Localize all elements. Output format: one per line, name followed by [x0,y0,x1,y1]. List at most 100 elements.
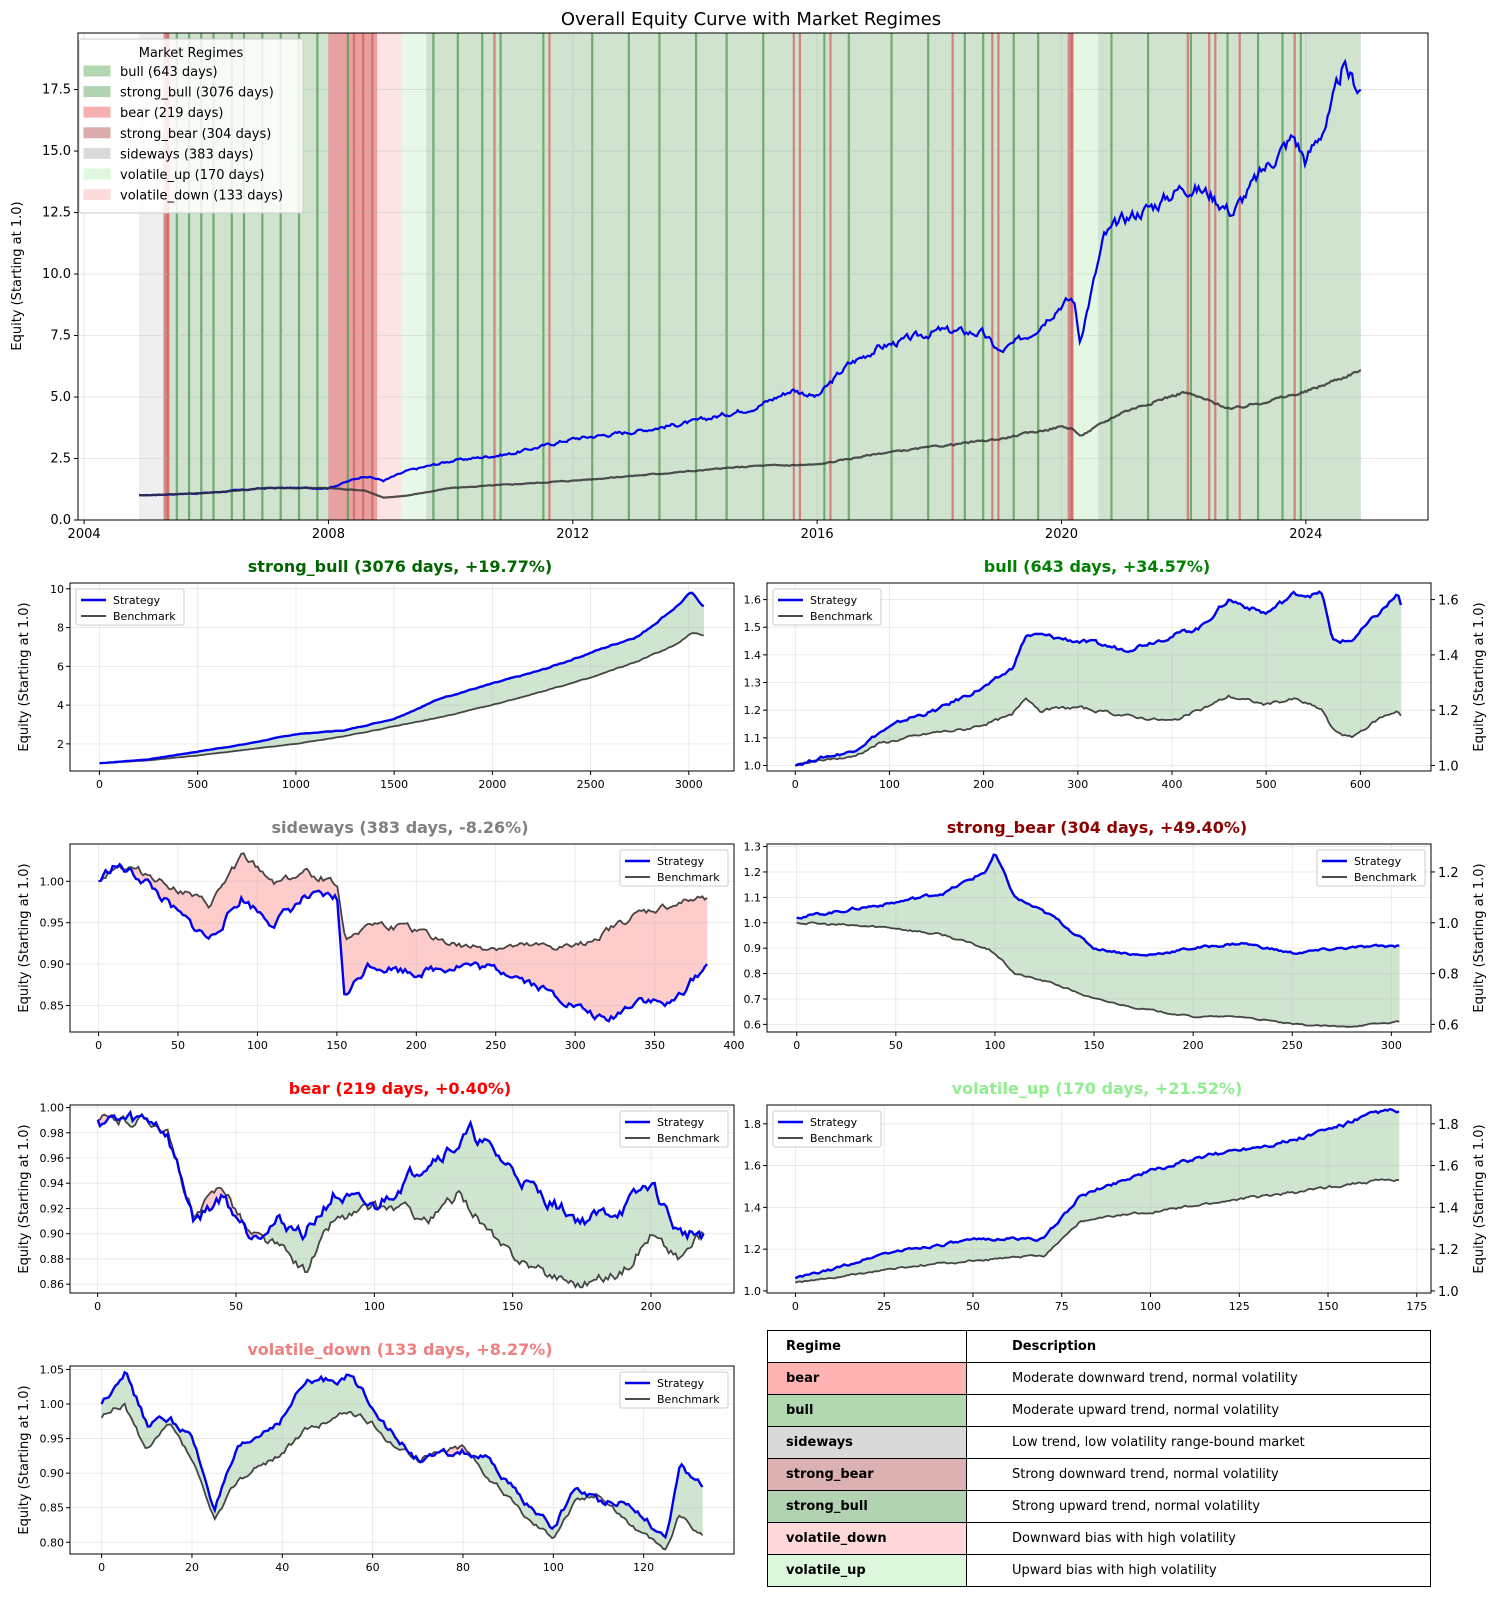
fill-segment [1144,954,1147,1010]
fill-segment [459,691,463,714]
fill-segment [596,1209,600,1280]
fill-segment [699,895,703,975]
fill-segment [1053,915,1057,986]
fill-segment [621,1501,625,1519]
panel-title-strong-bull: strong_bull (3076 days, +19.77%) [248,557,552,576]
fill-segment [530,1181,534,1268]
fill-segment [1037,633,1041,713]
fill-segment [1317,948,1321,1027]
fill-segment [991,854,995,954]
fill-segment [1356,632,1360,735]
fill-segment [297,873,301,904]
fill-segment [907,897,911,932]
fill-segment [1237,603,1241,700]
y-tick-label: 0.85 [40,999,65,1012]
fill-segment [701,895,706,973]
fill-segment [325,877,329,895]
fill-segment [601,647,605,675]
fill-segment [1387,945,1391,1024]
fill-segment [680,898,684,995]
fill-segment [603,1208,607,1282]
fill-segment [1006,668,1010,717]
fill-segment [194,894,198,932]
regime-cell: sideways [767,1426,967,1459]
fill-segment [540,1190,544,1269]
fill-segment [936,1244,940,1264]
fill-segment [550,665,554,690]
fill-segment [863,906,867,927]
y-tick-label: 0.95 [40,1433,65,1446]
regime-cell: strong_bull [767,1490,967,1523]
fill-segment [425,1166,429,1225]
fill-segment [634,911,638,1005]
fill-segment [1385,945,1388,1024]
fill-segment [963,880,967,943]
fill-segment [966,1238,970,1262]
fill-segment [918,1248,922,1267]
x-tick-label: 300 [565,1039,586,1052]
x-tick-label: 2012 [556,527,589,542]
fill-segment [603,647,607,674]
x-tick-label: 250 [1282,1039,1303,1052]
fill-segment [1257,1146,1260,1198]
main-y-label: Equity (Starting at 1.0) [10,201,25,350]
panel-frame [69,1104,735,1294]
regime-span-strong_bear [163,33,170,520]
fill-segment [940,894,944,937]
fill-segment [1298,1137,1302,1193]
fill-segment [846,1264,850,1276]
fill-segment [1025,1237,1028,1257]
fill-segment [1214,610,1218,703]
fill-segment [1190,630,1194,714]
fill-segment [566,943,570,1009]
fill-segment [1203,1154,1207,1205]
fill-segment [1153,953,1157,1012]
fill-segment [914,897,918,932]
fill-segment [489,947,493,967]
fill-segment [1072,641,1076,708]
fill-segment [953,698,957,732]
fill-segment [1106,1184,1110,1217]
fill-segment [913,715,917,736]
regime-table-header: Regime Description [767,1330,1431,1363]
fill-segment [416,1174,420,1220]
fill-segment [1182,1159,1186,1208]
fill-segment [1197,625,1201,711]
fill-segment [465,943,469,965]
regime-stripe [481,33,484,520]
fill-segment [671,905,675,1001]
fill-segment [908,1247,912,1268]
fill-segment [1195,946,1198,1018]
fill-segment [1097,949,1101,1000]
fill-segment [1243,1147,1247,1200]
fill-segment [1264,1145,1267,1196]
fill-segment [573,657,577,684]
fill-segment [572,1214,576,1288]
fill-segment [697,1478,701,1534]
fill-segment [467,1122,471,1214]
fill-segment [269,878,273,928]
regime-span-volatile_down [377,33,402,520]
y-tick-label: 1.5 [744,621,762,634]
description-cell: Upward bias with high volatility [966,1554,1431,1587]
fill-segment [1377,1110,1381,1181]
fill-segment [584,653,588,680]
panel-legend: Strategy Benchmark [619,1371,729,1409]
panel-frame [766,582,1432,772]
fill-segment [589,1213,593,1283]
fill-segment [542,942,546,990]
fill-segment [498,1155,502,1246]
fill-segment [690,899,694,981]
panel-legend: Strategy Benchmark [619,849,729,887]
fill-segment [554,1200,558,1280]
fill-segment [921,894,925,933]
fill-segment [507,944,511,978]
fill-segment [299,1385,303,1437]
fill-segment [1156,639,1159,721]
fill-segment [293,1229,297,1264]
fill-segment [267,1427,271,1462]
fill-segment [1023,636,1027,702]
fill-segment [861,906,865,927]
fill-segment [249,1440,253,1476]
fill-segment [570,658,574,684]
